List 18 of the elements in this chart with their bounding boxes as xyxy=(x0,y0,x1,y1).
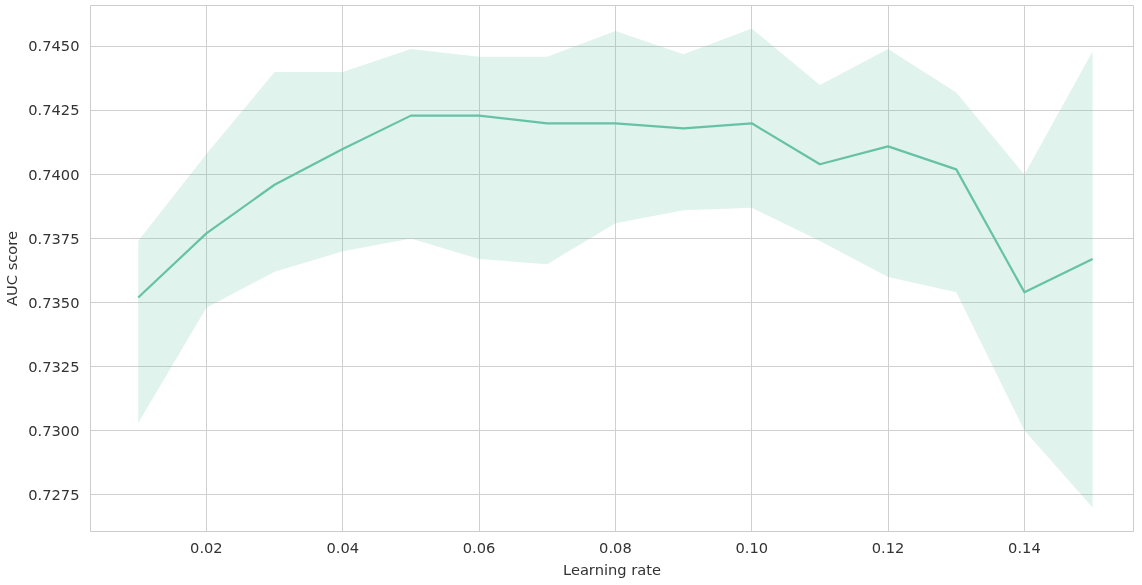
y-tick-label: 0.7425 xyxy=(28,101,80,119)
x-tick-label: 0.04 xyxy=(326,538,360,556)
x-tick-label: 0.08 xyxy=(599,538,632,556)
y-tick-label: 0.7350 xyxy=(28,293,80,311)
y-axis-title: AUC score xyxy=(3,230,21,307)
y-tick-label: 0.7300 xyxy=(28,421,80,439)
y-tick-label: 0.7325 xyxy=(28,357,80,375)
x-tick-label: 0.10 xyxy=(735,538,769,556)
x-tick-label: 0.02 xyxy=(190,538,223,556)
x-axis-title: Learning rate xyxy=(562,560,662,578)
line-series xyxy=(137,114,1094,299)
x-tick-label: 0.06 xyxy=(462,538,496,556)
y-tick-label: 0.7450 xyxy=(28,37,80,55)
y-tick-label: 0.7375 xyxy=(28,229,80,247)
y-tick-label: 0.7400 xyxy=(28,165,80,183)
x-tick-label: 0.14 xyxy=(1008,538,1041,556)
x-tick-label: 0.12 xyxy=(871,538,905,556)
y-tick-label: 0.7275 xyxy=(28,485,80,503)
